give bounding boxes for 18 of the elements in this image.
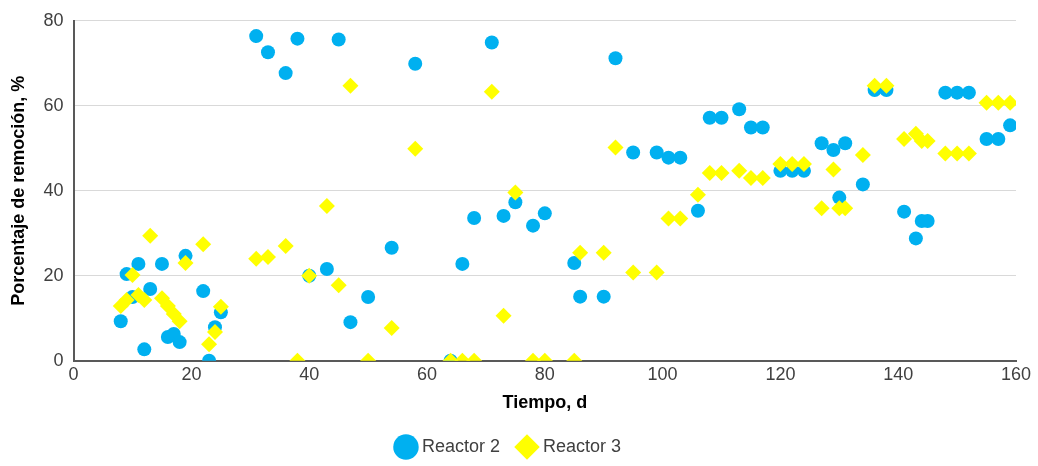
x-tick-label: 160 xyxy=(1000,363,1032,384)
x-tick-label: 80 xyxy=(534,363,555,384)
x-tick-label: 120 xyxy=(765,363,796,384)
legend-label: Reactor 3 xyxy=(543,435,622,456)
x-axis-title: Tiempo, d xyxy=(502,392,588,413)
x-tick-label: 100 xyxy=(647,363,678,384)
x-tick-label: 40 xyxy=(299,363,320,384)
y-axis-title: Porcentaje de remoción, % xyxy=(7,75,28,306)
legend-label: Reactor 2 xyxy=(421,435,501,456)
y-tick-label: 60 xyxy=(43,94,64,115)
x-tick-label: 0 xyxy=(68,363,79,384)
y-tick-label: 20 xyxy=(43,264,64,285)
y-tick-label: 80 xyxy=(43,9,64,30)
y-tick-label: 40 xyxy=(43,179,64,200)
x-tick-label: 60 xyxy=(417,363,438,384)
x-tick-label: 20 xyxy=(181,363,202,384)
x-tick-label: 140 xyxy=(883,363,914,384)
y-tick-label: 0 xyxy=(53,349,64,370)
